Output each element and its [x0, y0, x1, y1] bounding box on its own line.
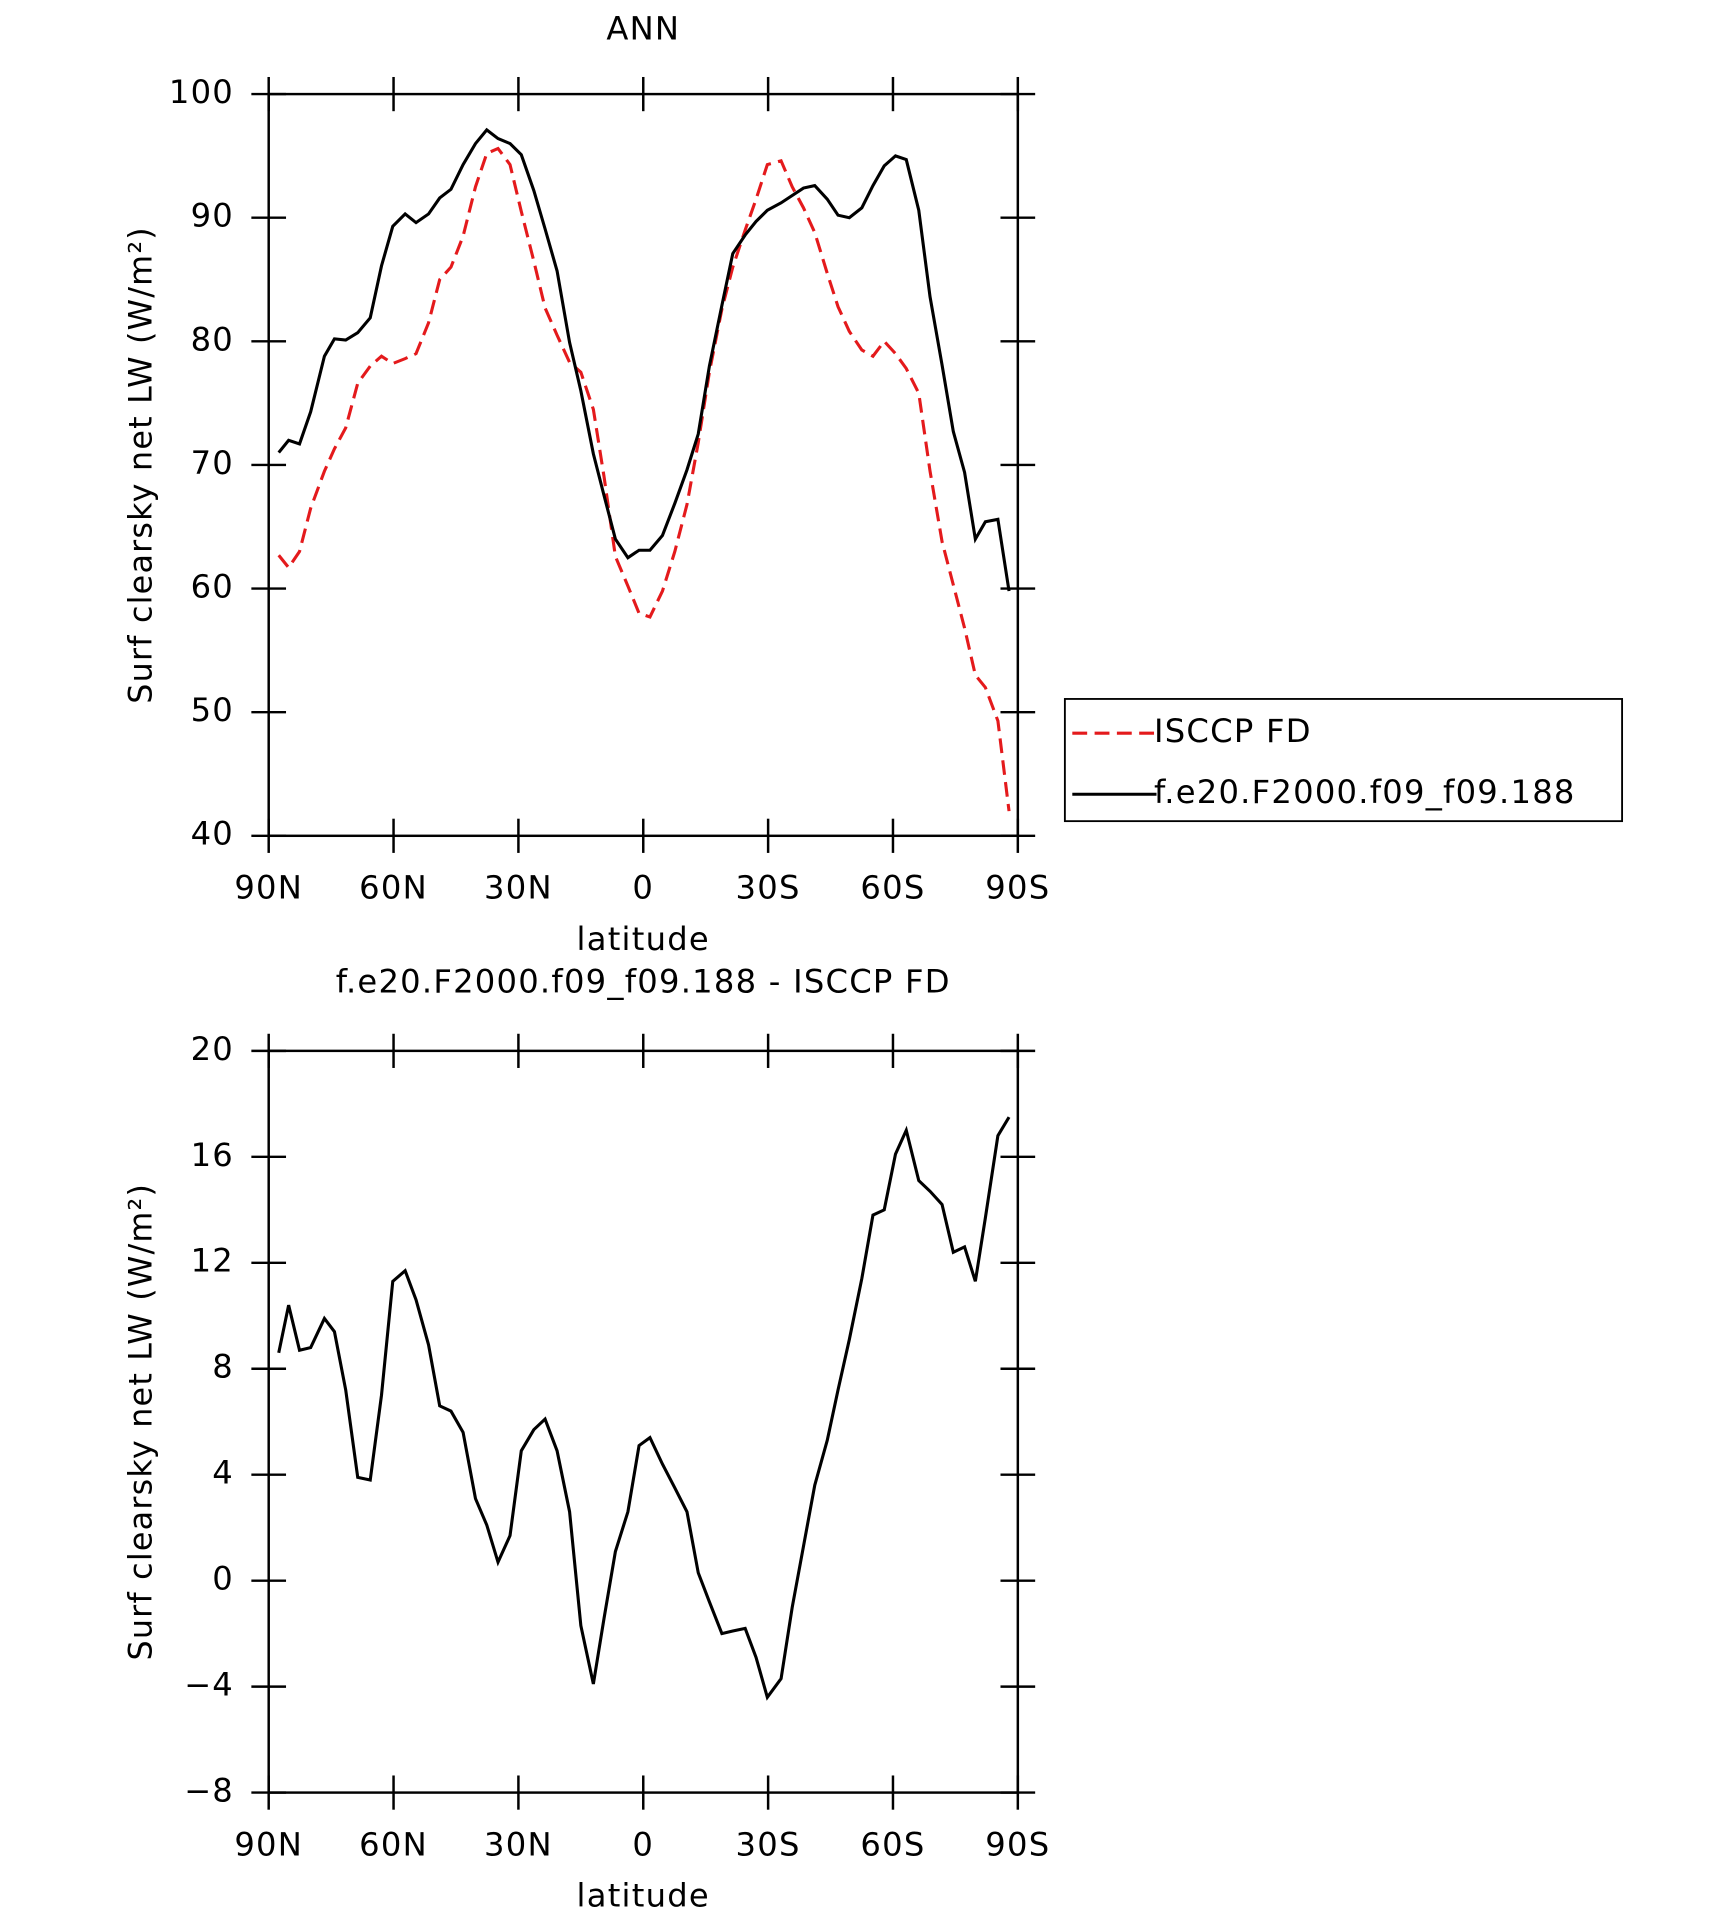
x-tick-label: 30S: [736, 1825, 801, 1863]
y-tick-label: 16: [191, 1136, 234, 1174]
x-tick-label: 60N: [359, 1825, 428, 1863]
y-tick-label: 100: [169, 73, 234, 111]
x-tick-label: 90S: [985, 869, 1050, 907]
y-tick-label: 8: [212, 1348, 234, 1386]
y-tick-label: 50: [191, 691, 234, 729]
y-tick-label: 40: [191, 815, 234, 853]
y-tick-label: 60: [191, 568, 234, 606]
plot-frame: [267, 1049, 1020, 1794]
y-tick-label: −4: [184, 1666, 234, 1704]
x-axis-label: latitude: [577, 1877, 710, 1915]
plot-frame: [267, 92, 1020, 838]
y-tick-label: 4: [212, 1454, 234, 1492]
x-tick-label: 30N: [484, 869, 553, 907]
x-tick-label: 60S: [860, 1825, 925, 1863]
x-tick-label: 90N: [234, 1825, 303, 1863]
chart-title: ANN: [606, 10, 680, 48]
chart-title: f.e20.F2000.f09_f09.188 - ISCCP FD: [336, 963, 951, 1001]
x-tick-label: 0: [632, 1825, 654, 1863]
data-line: [277, 127, 1011, 592]
x-tick-label: 60N: [359, 869, 428, 907]
y-axis-label: Surf clearsky net LW (W/m²): [121, 1183, 159, 1661]
y-axis-label: Surf clearsky net LW (W/m²): [121, 226, 159, 704]
y-tick-label: 90: [191, 197, 234, 235]
x-tick-label: 90N: [234, 869, 303, 907]
x-tick-label: 30N: [484, 1825, 553, 1863]
legend-label: ISCCP FD: [1154, 712, 1312, 750]
y-tick-label: −8: [184, 1772, 234, 1810]
x-tick-label: 0: [632, 869, 654, 907]
y-tick-label: 70: [191, 444, 234, 482]
x-tick-label: 90S: [985, 1825, 1050, 1863]
x-axis-label: latitude: [577, 920, 710, 958]
data-line: [277, 1116, 1011, 1701]
y-tick-label: 12: [191, 1242, 234, 1280]
y-tick-label: 80: [191, 320, 234, 358]
data-line: [277, 146, 1011, 812]
x-tick-label: 60S: [860, 869, 925, 907]
y-tick-label: 0: [212, 1560, 234, 1598]
legend-box: [1063, 698, 1624, 823]
x-tick-label: 30S: [736, 869, 801, 907]
legend-label: f.e20.F2000.f09_f09.188: [1154, 773, 1576, 811]
y-tick-label: 20: [191, 1030, 234, 1068]
